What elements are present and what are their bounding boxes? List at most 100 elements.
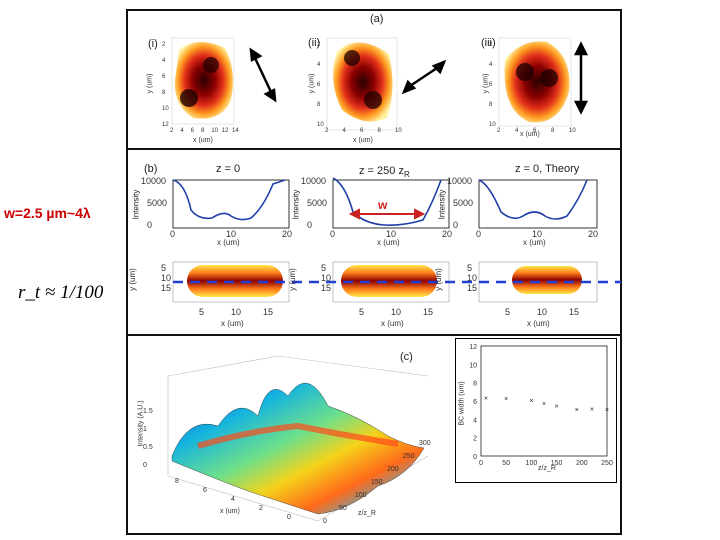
- subpanel-xtick: 10: [395, 128, 402, 134]
- image-xtick: 10: [231, 307, 242, 317]
- profile-curve-1: [172, 179, 286, 221]
- image-xtick: 5: [199, 307, 205, 317]
- subpanel-ytick: 10: [317, 122, 324, 128]
- subpanel-xtick: 4: [515, 128, 519, 134]
- subpanel-xtick: 8: [201, 128, 205, 134]
- subpanel-xtick: 4: [180, 128, 184, 134]
- image-ytick: 15: [467, 283, 478, 293]
- scatter-ytick: 10: [469, 362, 477, 369]
- polarization-arrow-i: [249, 47, 277, 103]
- panel-b-title-1: z = 0: [216, 163, 241, 175]
- polarization-arrow-ii: [401, 59, 447, 95]
- panel-c-surface: [167, 355, 429, 522]
- image-ylabel: y (um): [287, 268, 297, 291]
- scatter-point: ×: [605, 407, 609, 414]
- divider-bc: [127, 334, 621, 336]
- surface-xtick: 50: [339, 505, 347, 512]
- profile-axes-2: [332, 179, 450, 229]
- surface-xlabel: z/z_R: [358, 510, 376, 517]
- profile-xtick: 0: [476, 229, 482, 239]
- surface-xtick: 250: [403, 453, 415, 460]
- panel-b-label: (b): [144, 163, 158, 175]
- scatter-xtick: 50: [502, 460, 510, 467]
- profile-curve-2: [332, 177, 442, 226]
- image-xtick: 15: [263, 307, 274, 317]
- scatter-ytick: 2: [473, 436, 477, 443]
- surface-ylabel: x (um): [220, 508, 240, 515]
- beam-image-2: [341, 265, 437, 297]
- width-annotation: w=2.5 µm~4λ: [4, 205, 91, 221]
- subpanel-i-xlabel: x (um): [193, 137, 213, 144]
- scatter-xlabel: z/z_R: [538, 465, 556, 472]
- surface-xtick: 150: [371, 479, 383, 486]
- subpanel-xtick: 8: [377, 128, 381, 134]
- subpanel-ytick: 8: [489, 102, 493, 108]
- image-ytick: 10: [321, 273, 332, 283]
- subpanel-iii-image: [504, 41, 570, 123]
- scatter-point: ×: [484, 395, 488, 402]
- subpanel-ii-tag: (ii): [308, 37, 321, 49]
- subpanel-xtick: 4: [342, 128, 346, 134]
- scatter-point: ×: [555, 404, 559, 411]
- profile-ytick: 5000: [147, 198, 168, 208]
- subpanel-ytick: 8: [317, 102, 321, 108]
- subpanel-ytick: 10: [489, 122, 496, 128]
- beam-image-1: [187, 265, 283, 297]
- profile-xlabel: x (um): [217, 238, 240, 247]
- image-xlabel: x (um): [221, 319, 244, 328]
- profile-ytick: 5000: [307, 198, 328, 208]
- beam-image-3: [512, 266, 582, 294]
- image-ytick: 10: [467, 273, 478, 283]
- scatter-ytick: 12: [469, 344, 477, 351]
- image-xlabel: x (um): [527, 319, 550, 328]
- profile-xtick: 10: [532, 229, 543, 239]
- surface-ztick: 1: [143, 426, 147, 433]
- profile-xtick: 0: [330, 229, 336, 239]
- scatter-point: ×: [504, 396, 508, 403]
- profile-ytick: 10000: [447, 176, 473, 186]
- scatter-ytick: 0: [473, 454, 477, 461]
- image-xtick: 10: [391, 307, 402, 317]
- surface-mesh: [171, 382, 425, 515]
- panel-c-label: (c): [400, 351, 413, 363]
- surface-xtick: 200: [387, 466, 399, 473]
- subpanel-i-ylabel: y (um): [146, 73, 154, 94]
- subpanel-xtick: 10: [569, 128, 576, 134]
- profile-ytick: 0: [307, 220, 313, 230]
- panel-b-title-2: z = 250 zR: [359, 165, 410, 179]
- panel-b-title-3: z = 0, Theory: [515, 163, 580, 175]
- profile-ytick: 0: [453, 220, 459, 230]
- scatter-xtick: 150: [551, 460, 563, 467]
- image-xtick: 5: [359, 307, 365, 317]
- profile-ytick: 10000: [301, 176, 327, 186]
- profile-xlabel: x (um): [377, 238, 400, 247]
- scatter-xtick: 0: [479, 460, 483, 467]
- image-xtick: 15: [423, 307, 434, 317]
- subpanel-ytick: 12: [162, 122, 169, 128]
- profile-xtick: 20: [442, 229, 453, 239]
- scatter-ytick: 6: [473, 399, 477, 406]
- subpanel-ii-xlabel: x (um): [353, 137, 373, 144]
- subpanel-ii-ylabel: y (um): [308, 73, 316, 94]
- image-ytick: 5: [467, 263, 473, 273]
- profile-xtick: 10: [226, 229, 237, 239]
- subpanel-i-image: [174, 41, 233, 119]
- width-arrow: [348, 208, 426, 220]
- subpanel-ytick: 10: [162, 106, 169, 112]
- profile-ylabel: Intensity: [291, 189, 301, 220]
- surface-ztick: 1.5: [143, 408, 153, 415]
- profile-ylabel: Intensity: [131, 189, 141, 220]
- subpanel-i-hotspot: [203, 57, 219, 73]
- subpanel-ii-hotspot: [364, 91, 382, 109]
- profile-plot-1: [172, 179, 290, 229]
- panel-a: [171, 37, 589, 131]
- profile-ytick: 0: [147, 220, 153, 230]
- scatter-chart-frame: [455, 338, 617, 483]
- scatter-xtick: 200: [576, 460, 588, 467]
- scatter-point: ×: [529, 398, 533, 405]
- surface-xtick: 100: [355, 492, 367, 499]
- subpanel-xtick: 8: [551, 128, 555, 134]
- subpanel-xtick: 2: [170, 128, 174, 134]
- scatter-point: ×: [542, 401, 546, 408]
- subpanel-ytick: 4: [162, 58, 166, 64]
